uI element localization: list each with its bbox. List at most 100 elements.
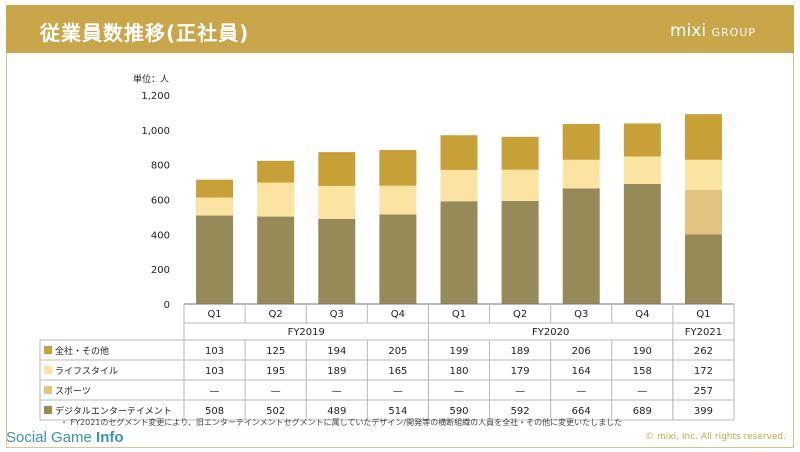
bar-segment bbox=[318, 185, 356, 219]
y-tick-label: 200 bbox=[151, 265, 170, 276]
table-cell: 195 bbox=[266, 366, 285, 377]
table-cell: — bbox=[454, 386, 464, 397]
bar-segment bbox=[196, 197, 234, 216]
header-bar: 従業員数推移(正社員) mixi GROUP bbox=[6, 5, 794, 53]
table-cell: — bbox=[271, 386, 281, 397]
bar-segment bbox=[684, 114, 722, 160]
table-cell: 508 bbox=[205, 406, 224, 417]
bar-segment bbox=[257, 182, 295, 217]
fiscal-year-label: FY2020 bbox=[532, 327, 569, 338]
legend-swatch bbox=[44, 386, 52, 394]
logo-sub: GROUP bbox=[711, 26, 756, 39]
table-cell: 262 bbox=[694, 346, 713, 357]
table-cell: — bbox=[637, 386, 647, 397]
table-cell: 489 bbox=[327, 406, 346, 417]
y-tick-label: 400 bbox=[151, 230, 170, 241]
table-row-label: デジタルエンターテイメント bbox=[55, 405, 172, 417]
table-cell: 103 bbox=[205, 346, 224, 357]
unit-label: 単位：人 bbox=[133, 73, 169, 85]
bar-segment bbox=[562, 123, 600, 160]
legend-swatch bbox=[44, 346, 52, 354]
table-cell: 179 bbox=[511, 366, 530, 377]
table-cell: 190 bbox=[633, 346, 652, 357]
fiscal-year-label: FY2019 bbox=[288, 327, 325, 338]
table-cell: 590 bbox=[449, 406, 468, 417]
bar-segment bbox=[379, 214, 417, 304]
bar-segment bbox=[684, 159, 722, 190]
table-cell: 502 bbox=[266, 406, 285, 417]
copyright: © mixi, Inc. All rights reserved. bbox=[645, 432, 786, 442]
bar-segment bbox=[257, 216, 295, 304]
table-cell: — bbox=[332, 386, 342, 397]
y-tick-label: 600 bbox=[151, 196, 170, 207]
table-cell: 189 bbox=[511, 346, 530, 357]
table-cell: 189 bbox=[327, 366, 346, 377]
table-cell: 165 bbox=[388, 366, 407, 377]
x-tick-label: Q1 bbox=[452, 309, 466, 320]
content-frame bbox=[6, 53, 794, 448]
bar-segment bbox=[379, 150, 417, 186]
x-tick-label: Q1 bbox=[207, 309, 221, 320]
bar-segment bbox=[440, 135, 478, 170]
table-cell: — bbox=[393, 386, 403, 397]
bar-segment bbox=[623, 123, 661, 157]
y-tick-label: 0 bbox=[164, 300, 170, 311]
bar-segment bbox=[196, 179, 234, 198]
legend-swatch bbox=[44, 406, 52, 414]
bar-segment bbox=[379, 185, 417, 215]
footnote: ・ FY2021のセグメント変更により、旧エンターテインメントセグメントに属して… bbox=[60, 418, 623, 427]
bar-segment bbox=[562, 159, 600, 189]
table-cell: 205 bbox=[388, 346, 407, 357]
bar-segment bbox=[318, 152, 356, 186]
table-cell: — bbox=[576, 386, 586, 397]
table-cell: 172 bbox=[694, 366, 713, 377]
table-row-label: スポーツ bbox=[55, 386, 91, 397]
watermark: Social Game Info bbox=[6, 429, 124, 446]
y-tick-label: 1,000 bbox=[141, 126, 170, 137]
table-cell: 664 bbox=[572, 406, 591, 417]
watermark-text-b: Info bbox=[96, 429, 124, 446]
table-cell: 514 bbox=[388, 406, 407, 417]
bar-segment bbox=[684, 234, 722, 304]
table-cell: 164 bbox=[572, 366, 591, 377]
bar-segment bbox=[196, 215, 234, 304]
table-cell: — bbox=[210, 386, 220, 397]
x-tick-label: Q2 bbox=[513, 309, 527, 320]
bar-segment bbox=[440, 201, 478, 304]
y-tick-label: 1,200 bbox=[141, 91, 170, 102]
table-cell: 103 bbox=[205, 366, 224, 377]
x-tick-label: Q4 bbox=[635, 309, 649, 320]
x-tick-label: Q3 bbox=[574, 309, 588, 320]
table-cell: 592 bbox=[511, 406, 530, 417]
bar-segment bbox=[440, 169, 478, 202]
table-cell: 257 bbox=[694, 386, 713, 397]
x-tick-label: Q1 bbox=[696, 309, 710, 320]
bar-segment bbox=[501, 200, 539, 304]
table-cell: 689 bbox=[633, 406, 652, 417]
bar-segment bbox=[318, 218, 356, 304]
table-row-label: ライフスタイル bbox=[55, 366, 118, 377]
table-cell: 158 bbox=[633, 366, 652, 377]
table-cell: 206 bbox=[572, 346, 591, 357]
mixi-group-logo: mixi GROUP bbox=[670, 21, 756, 41]
bar-segment bbox=[562, 188, 600, 304]
watermark-text-a: Social Game bbox=[6, 429, 97, 446]
table-cell: 180 bbox=[449, 366, 468, 377]
table-cell: — bbox=[515, 386, 525, 397]
legend-swatch bbox=[44, 366, 52, 374]
table-cell: 125 bbox=[266, 346, 285, 357]
table-cell: 399 bbox=[694, 406, 713, 417]
bar-segment bbox=[623, 156, 661, 184]
bar-segment bbox=[501, 169, 539, 201]
table-cell: 199 bbox=[449, 346, 468, 357]
bar-segment bbox=[684, 189, 722, 235]
bar-segment bbox=[501, 136, 539, 170]
bar-segment bbox=[623, 183, 661, 304]
x-tick-label: Q3 bbox=[330, 309, 344, 320]
logo-main: mixi bbox=[670, 21, 707, 41]
x-tick-label: Q4 bbox=[391, 309, 405, 320]
x-tick-label: Q2 bbox=[269, 309, 283, 320]
page-title: 従業員数推移(正社員) bbox=[40, 21, 250, 45]
